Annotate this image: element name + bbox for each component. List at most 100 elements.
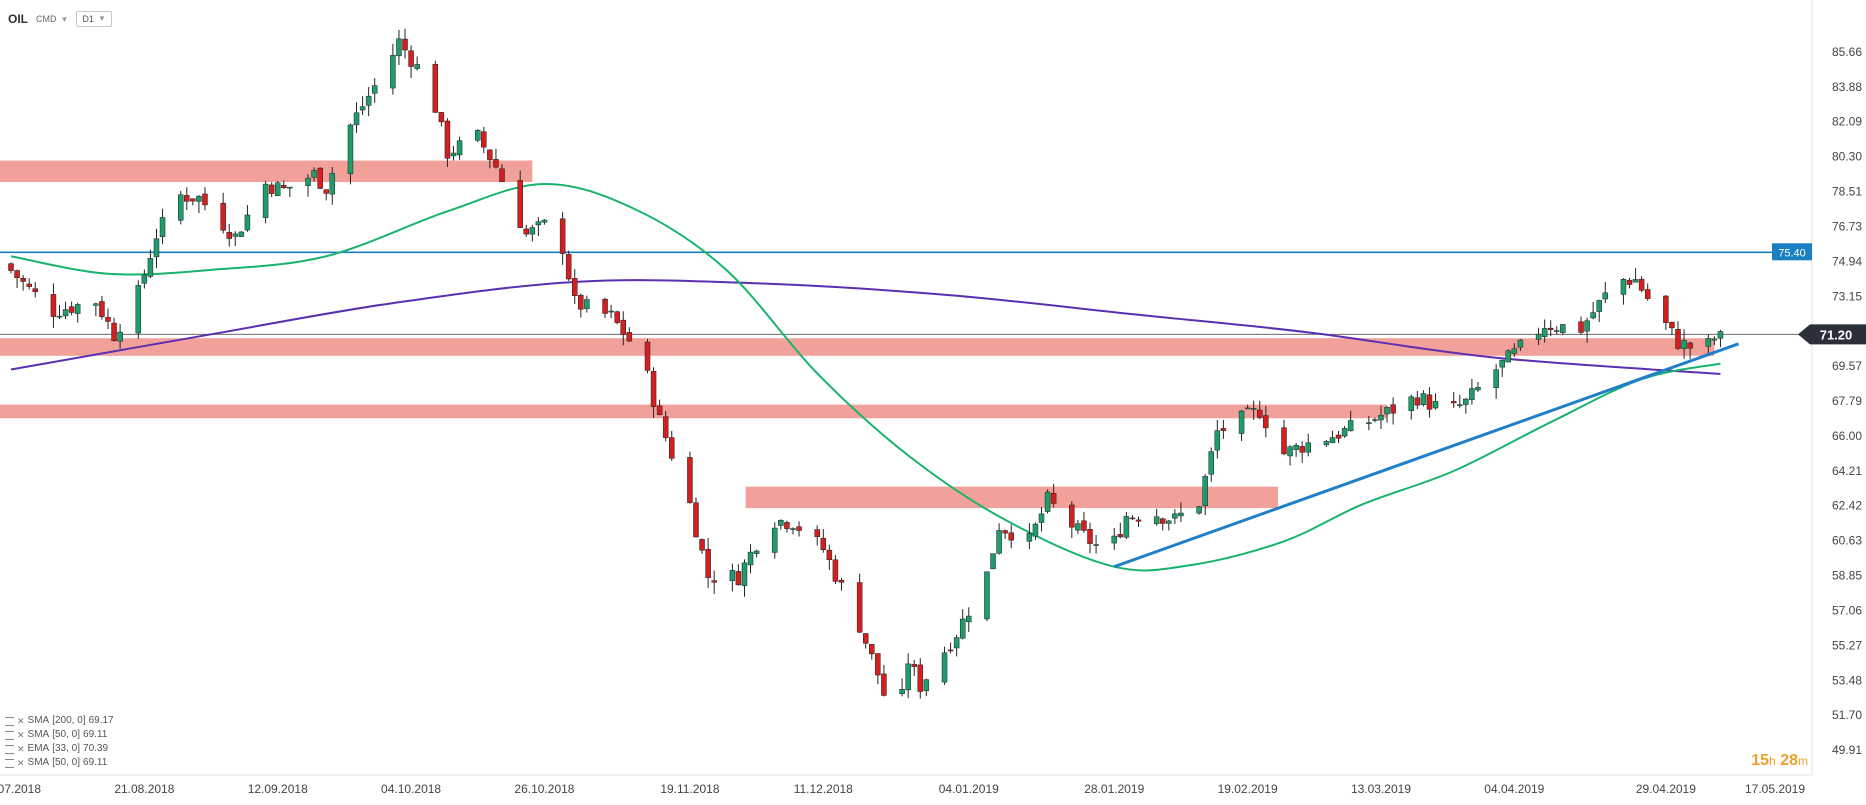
bear-candle bbox=[814, 529, 820, 538]
bull-candle bbox=[1366, 422, 1372, 424]
bull-candle bbox=[1711, 338, 1718, 341]
bear-candle bbox=[650, 371, 657, 407]
y-tick-label: 58.85 bbox=[1832, 568, 1862, 582]
legend-name: SMA bbox=[27, 715, 50, 726]
x-tick-label: 19.02.2019 bbox=[1218, 782, 1278, 796]
bear-candle bbox=[1069, 504, 1075, 528]
bear-candle bbox=[99, 301, 105, 318]
x-tick-label: 04.04.2019 bbox=[1484, 782, 1544, 796]
y-tick-label: 64.21 bbox=[1832, 464, 1862, 478]
y-tick-label: 55.27 bbox=[1832, 638, 1862, 652]
legend-name: SMA bbox=[27, 757, 50, 768]
settings-icon[interactable] bbox=[5, 744, 14, 754]
bear-candle bbox=[1087, 528, 1093, 544]
bear-candle bbox=[481, 131, 487, 148]
bear-candle bbox=[444, 120, 451, 159]
bull-candle bbox=[56, 315, 63, 318]
market-selector[interactable]: CMD ▼ bbox=[36, 14, 68, 24]
close-icon[interactable]: ✕ bbox=[17, 758, 25, 768]
y-tick-label: 66.00 bbox=[1832, 429, 1862, 443]
legend-item[interactable]: ✕ SMA [50, 0] 69.11 bbox=[5, 728, 114, 742]
legend-params: [50, 0] bbox=[52, 729, 81, 740]
bull-candle bbox=[305, 177, 311, 186]
bull-candle bbox=[396, 38, 402, 57]
bear-candle bbox=[1547, 327, 1554, 331]
bear-candle bbox=[14, 270, 20, 278]
bear-candle bbox=[1687, 342, 1693, 349]
bear-candle bbox=[202, 193, 208, 206]
bull-candle bbox=[772, 527, 778, 553]
bear-candle bbox=[656, 405, 663, 415]
y-tick-label: 53.48 bbox=[1832, 673, 1862, 687]
legend-item[interactable]: ✕ SMA [50, 0] 69.11 bbox=[5, 756, 114, 770]
bull-candle bbox=[1420, 393, 1427, 405]
bull-candle bbox=[1493, 369, 1499, 389]
current-price-value: 71.20 bbox=[1820, 327, 1853, 342]
bear-candle bbox=[1335, 434, 1342, 439]
bull-candle bbox=[1717, 331, 1724, 339]
bear-candle bbox=[917, 664, 924, 692]
bull-candle bbox=[1202, 476, 1208, 507]
timer-minutes-unit: m bbox=[1798, 754, 1808, 768]
bull-candle bbox=[414, 64, 420, 69]
bear-candle bbox=[26, 283, 32, 287]
settings-icon[interactable] bbox=[5, 716, 14, 726]
legend-item[interactable]: ✕ EMA [33, 0] 70.39 bbox=[5, 742, 114, 756]
timeframe-selector[interactable]: D1 ▼ bbox=[76, 11, 112, 27]
bull-candle bbox=[1499, 359, 1505, 368]
bear-candle bbox=[796, 526, 802, 531]
bull-candle bbox=[608, 310, 614, 313]
bear-candle bbox=[668, 437, 675, 459]
bull-candle bbox=[1681, 340, 1687, 349]
bear-candle bbox=[8, 263, 14, 271]
bear-candle bbox=[1281, 427, 1287, 455]
legend-value: 69.11 bbox=[83, 757, 108, 768]
bear-candle bbox=[1675, 329, 1681, 349]
y-tick-label: 62.42 bbox=[1832, 499, 1862, 513]
bull-candle bbox=[1238, 410, 1245, 434]
bull-candle bbox=[62, 309, 69, 317]
bull-candle bbox=[1432, 401, 1439, 409]
bull-candle bbox=[1590, 312, 1596, 319]
bull-candle bbox=[93, 303, 99, 306]
bull-candle bbox=[1457, 404, 1463, 406]
y-tick-label: 60.63 bbox=[1832, 534, 1862, 548]
legend-item[interactable]: ✕ SMA [200, 0] 69.17 bbox=[5, 714, 114, 728]
bull-candle bbox=[135, 285, 142, 334]
x-tick-label: 11.12.2018 bbox=[794, 782, 853, 796]
bear-candle bbox=[499, 168, 505, 183]
bear-candle bbox=[111, 322, 117, 341]
bear-candle bbox=[226, 232, 232, 239]
bear-candle bbox=[862, 633, 869, 644]
y-tick-label: 69.57 bbox=[1832, 359, 1862, 373]
bull-candle bbox=[262, 183, 269, 218]
close-icon[interactable]: ✕ bbox=[17, 716, 25, 726]
bull-candle bbox=[535, 221, 542, 226]
bull-candle bbox=[1323, 441, 1330, 446]
bull-candle bbox=[159, 217, 166, 237]
bear-candle bbox=[1008, 532, 1014, 541]
settings-icon[interactable] bbox=[5, 758, 14, 768]
bull-candle bbox=[153, 238, 160, 258]
chevron-down-icon: ▼ bbox=[97, 14, 106, 23]
close-icon[interactable]: ✕ bbox=[17, 730, 25, 740]
bull-candle bbox=[196, 195, 202, 202]
bear-candle bbox=[662, 416, 669, 438]
support-resistance-zone bbox=[0, 404, 1388, 419]
y-tick-label: 57.06 bbox=[1832, 603, 1862, 617]
y-tick-label: 67.79 bbox=[1832, 394, 1862, 408]
bear-candle bbox=[820, 537, 827, 550]
bull-candle bbox=[741, 562, 748, 586]
bull-candle bbox=[365, 95, 372, 106]
bull-candle bbox=[1384, 406, 1390, 415]
bull-candle bbox=[753, 550, 760, 554]
bull-candle bbox=[953, 637, 960, 649]
bear-candle bbox=[20, 277, 26, 282]
y-tick-label: 80.30 bbox=[1832, 150, 1862, 164]
bear-candle bbox=[32, 288, 38, 293]
bull-candle bbox=[1620, 279, 1627, 295]
close-icon[interactable]: ✕ bbox=[17, 744, 25, 754]
settings-icon[interactable] bbox=[5, 730, 14, 740]
bear-candle bbox=[578, 294, 584, 310]
